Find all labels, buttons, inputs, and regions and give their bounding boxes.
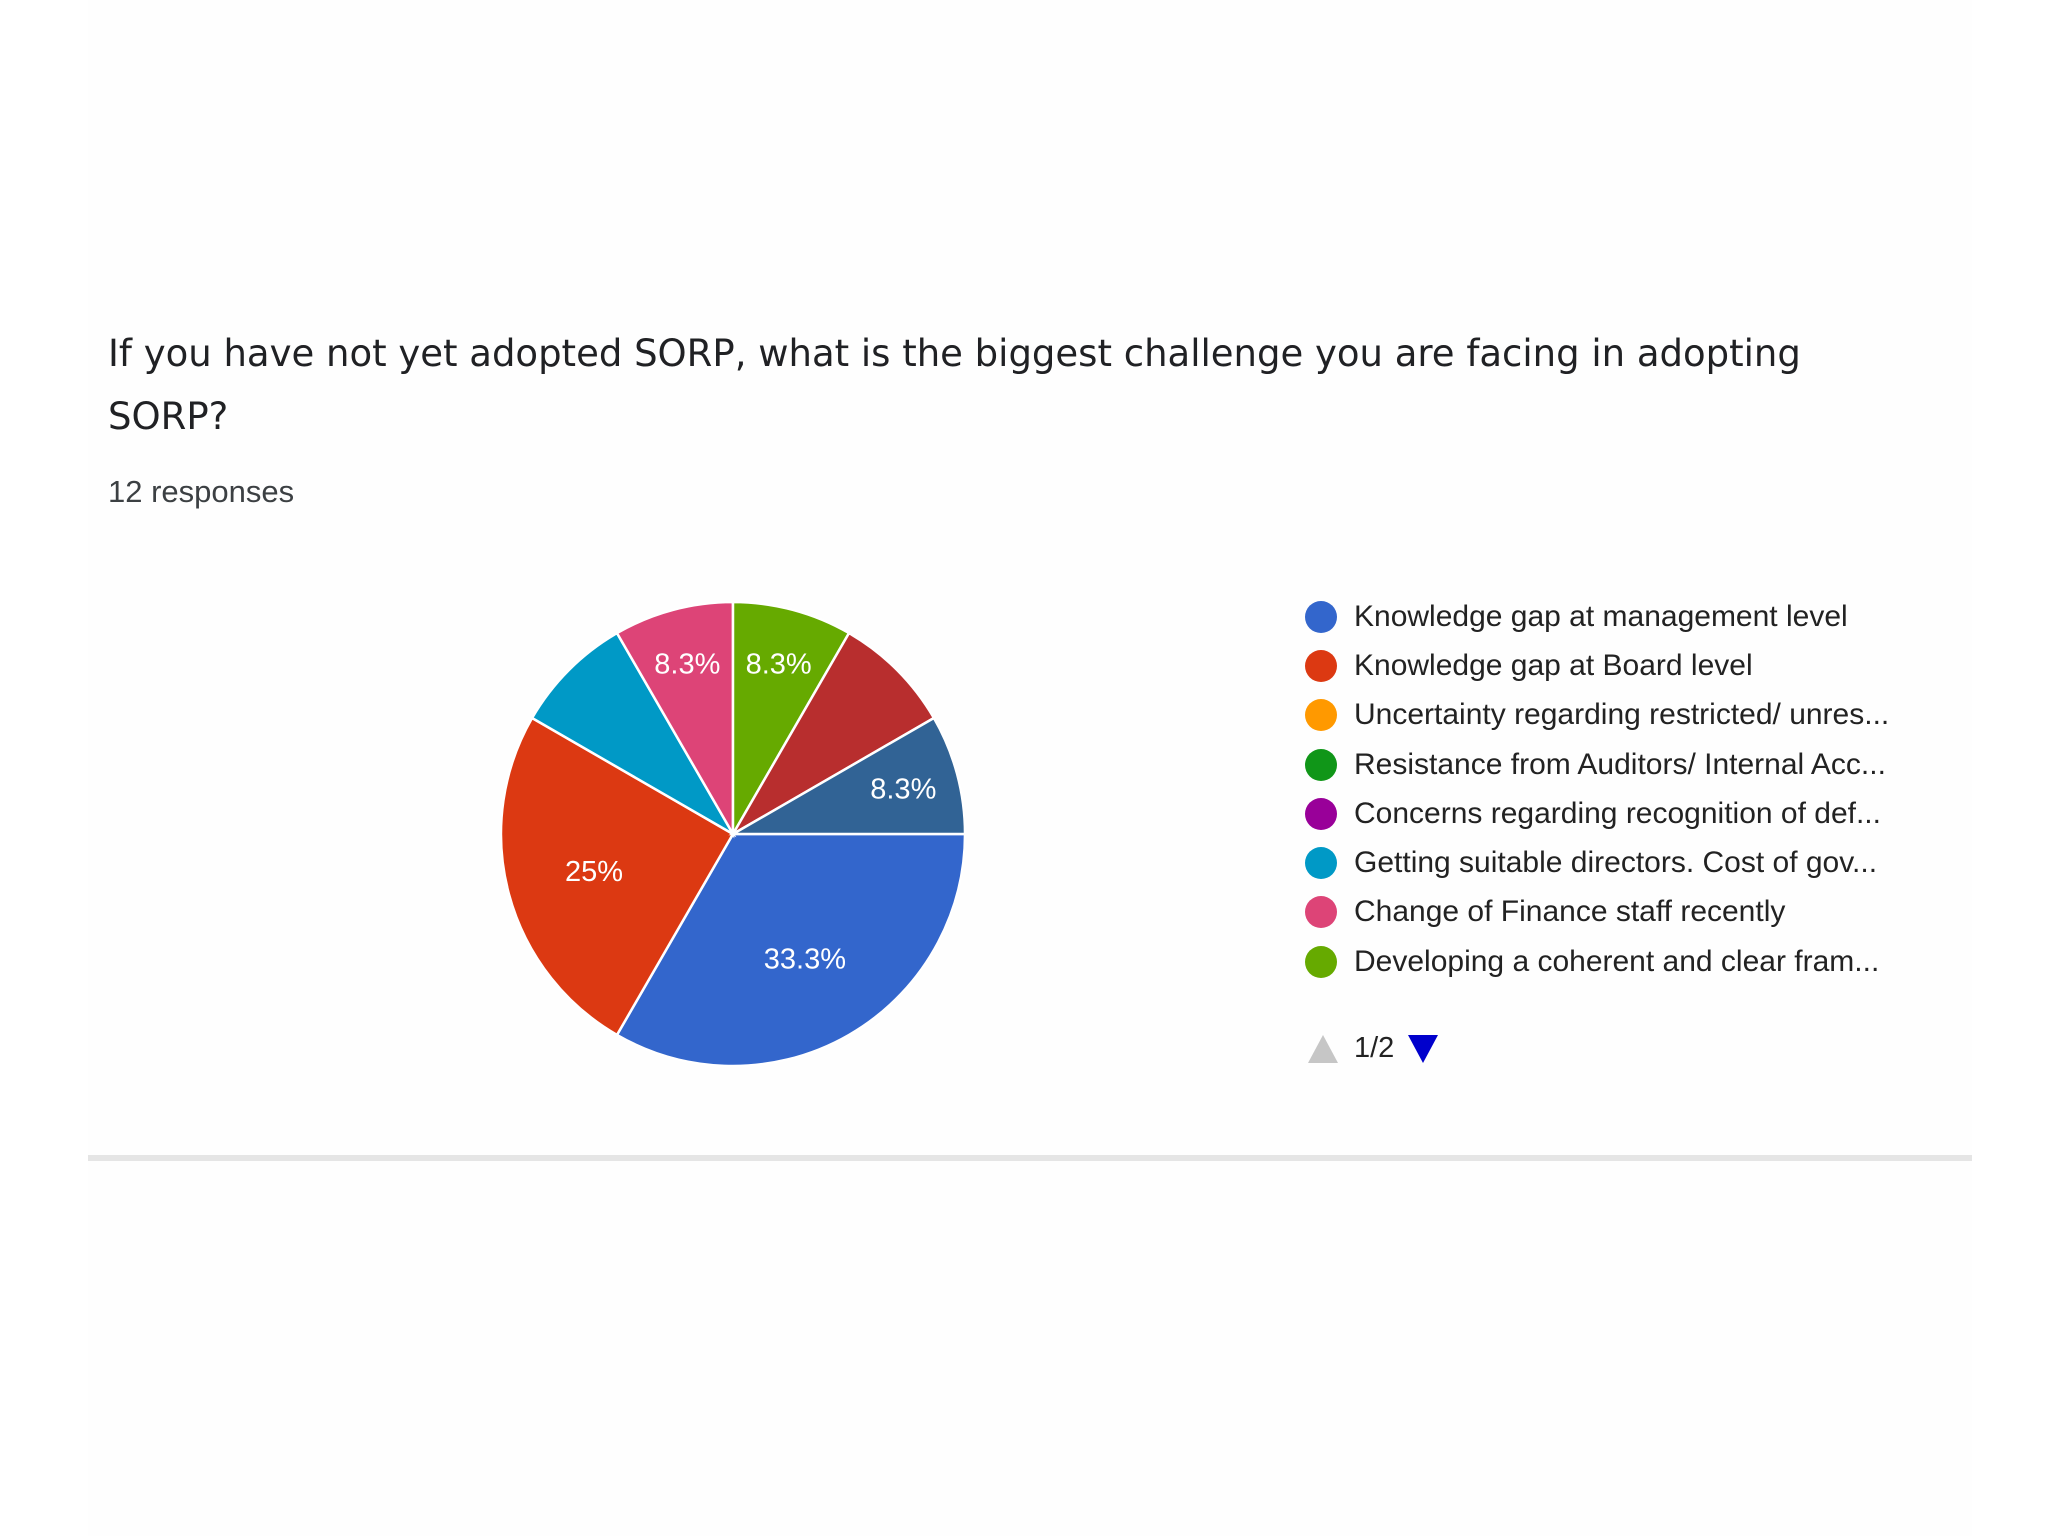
legend-item-label: Resistance from Auditors/ Internal Acc..… bbox=[1354, 747, 1886, 781]
legend-item[interactable]: Resistance from Auditors/ Internal Acc..… bbox=[1305, 740, 1945, 789]
legend-color-dot-icon bbox=[1305, 847, 1337, 880]
legend-page-indicator: 1/2 bbox=[1354, 1032, 1395, 1064]
legend-color-dot-icon bbox=[1305, 748, 1337, 781]
pie-slice-7[interactable] bbox=[728, 716, 967, 836]
legend-item[interactable]: Concerns regarding recognition of def... bbox=[1305, 789, 1945, 838]
legend-item[interactable]: Getting suitable directors. Cost of gov.… bbox=[1305, 838, 1945, 887]
legend-previous-page-icon[interactable] bbox=[1308, 1034, 1338, 1063]
legend-item[interactable]: Developing a coherent and clear fram... bbox=[1305, 937, 1945, 986]
legend-item[interactable]: Knowledge gap at management level bbox=[1305, 592, 1945, 641]
legend-item-label: Concerns regarding recognition of def... bbox=[1354, 796, 1881, 830]
legend-color-dot-icon bbox=[1305, 699, 1337, 732]
section-divider bbox=[88, 1155, 1972, 1161]
pie-slice-label: 25% bbox=[565, 856, 623, 888]
pie-slice-6[interactable] bbox=[729, 631, 936, 838]
legend-color-dot-icon bbox=[1305, 600, 1337, 633]
pie-slice-label: 8.3% bbox=[870, 773, 936, 805]
legend-color-dot-icon bbox=[1305, 945, 1337, 978]
pie-slice-label: 8.3% bbox=[746, 649, 812, 681]
question-title: If you have not yet adopted SORP, what i… bbox=[108, 332, 1801, 438]
legend-next-page-icon[interactable] bbox=[1408, 1034, 1439, 1063]
legend-color-dot-icon bbox=[1305, 649, 1337, 682]
legend-item[interactable]: Uncertainty regarding restricted/ unres.… bbox=[1305, 691, 1945, 740]
pie-slice-5[interactable] bbox=[731, 600, 851, 839]
legend-pager: 1/2 bbox=[1308, 1032, 1439, 1065]
pie-slice-1[interactable] bbox=[615, 832, 967, 1068]
legend-item-label: Getting suitable directors. Cost of gov.… bbox=[1354, 846, 1878, 880]
legend-item-label: Change of Finance staff recently bbox=[1354, 895, 1786, 929]
legend-item[interactable]: Change of Finance staff recently bbox=[1305, 888, 1945, 937]
question-card bbox=[88, 0, 1972, 1536]
legend-item-label: Knowledge gap at management level bbox=[1354, 599, 1848, 633]
legend-item[interactable]: Knowledge gap at Board level bbox=[1305, 641, 1945, 690]
pie-slice-4[interactable] bbox=[615, 600, 735, 839]
pie-slice-label: 8.3% bbox=[654, 649, 720, 681]
response-count: 12 responses bbox=[108, 474, 295, 509]
legend-item-label: Knowledge gap at Board level bbox=[1354, 648, 1753, 682]
legend-item-label: Developing a coherent and clear fram... bbox=[1354, 944, 1880, 978]
pie-slice-2[interactable] bbox=[499, 716, 735, 1037]
legend-color-dot-icon bbox=[1305, 896, 1337, 929]
legend-color-dot-icon bbox=[1305, 797, 1337, 830]
pie-slice-label: 33.3% bbox=[764, 944, 846, 976]
pie-slice-3[interactable] bbox=[530, 631, 737, 838]
chart-legend: Knowledge gap at management level Knowled… bbox=[1305, 592, 1945, 986]
legend-item-label: Uncertainty regarding restricted/ unres.… bbox=[1354, 698, 1890, 732]
